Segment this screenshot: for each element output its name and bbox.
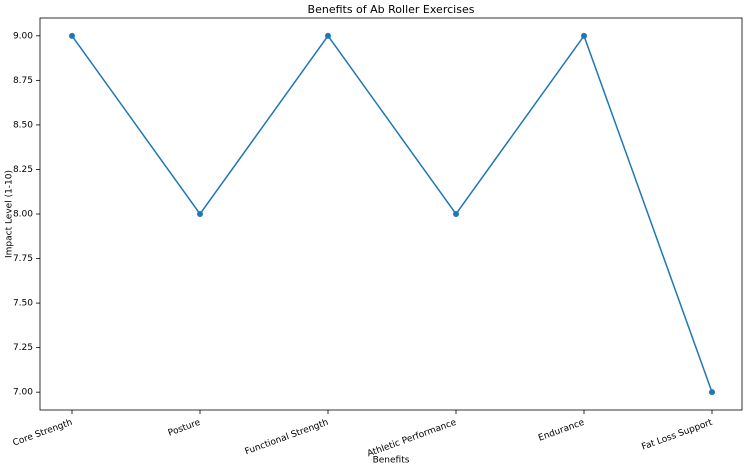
y-tick-label: 7.00 bbox=[13, 388, 33, 398]
x-tick-label: Functional Strength bbox=[244, 418, 330, 458]
y-tick-label: 7.50 bbox=[13, 299, 33, 309]
y-tick-label: 7.25 bbox=[13, 343, 33, 353]
y-tick-label: 8.50 bbox=[13, 120, 33, 130]
line bbox=[71, 34, 713, 393]
y-tick-label: 9.00 bbox=[13, 31, 33, 41]
y-tick-label: 8.75 bbox=[13, 76, 33, 86]
y-tick-label: 8.00 bbox=[13, 210, 33, 220]
point bbox=[581, 32, 587, 39]
point bbox=[325, 32, 331, 39]
point bbox=[69, 32, 75, 39]
x-tick-label: Endurance bbox=[537, 418, 586, 444]
y-tick-label: 7.75 bbox=[13, 254, 33, 264]
chart-title: Benefits of Ab Roller Exercises bbox=[308, 3, 475, 16]
y-axis-label: Impact Level (1-10) bbox=[5, 170, 15, 258]
plot-frame bbox=[39, 17, 743, 411]
x-tick-label: Core Strength bbox=[12, 418, 74, 449]
point bbox=[197, 211, 203, 217]
point bbox=[453, 211, 459, 217]
x-tick-label: Athletic Performance bbox=[366, 418, 458, 460]
x-tick-label: Posture bbox=[167, 418, 202, 439]
y-tick-label: 8.25 bbox=[13, 165, 33, 175]
x-tick-label: Fat Loss Support bbox=[641, 418, 715, 453]
point bbox=[709, 389, 715, 396]
x-axis-label: Benefits bbox=[373, 456, 410, 466]
